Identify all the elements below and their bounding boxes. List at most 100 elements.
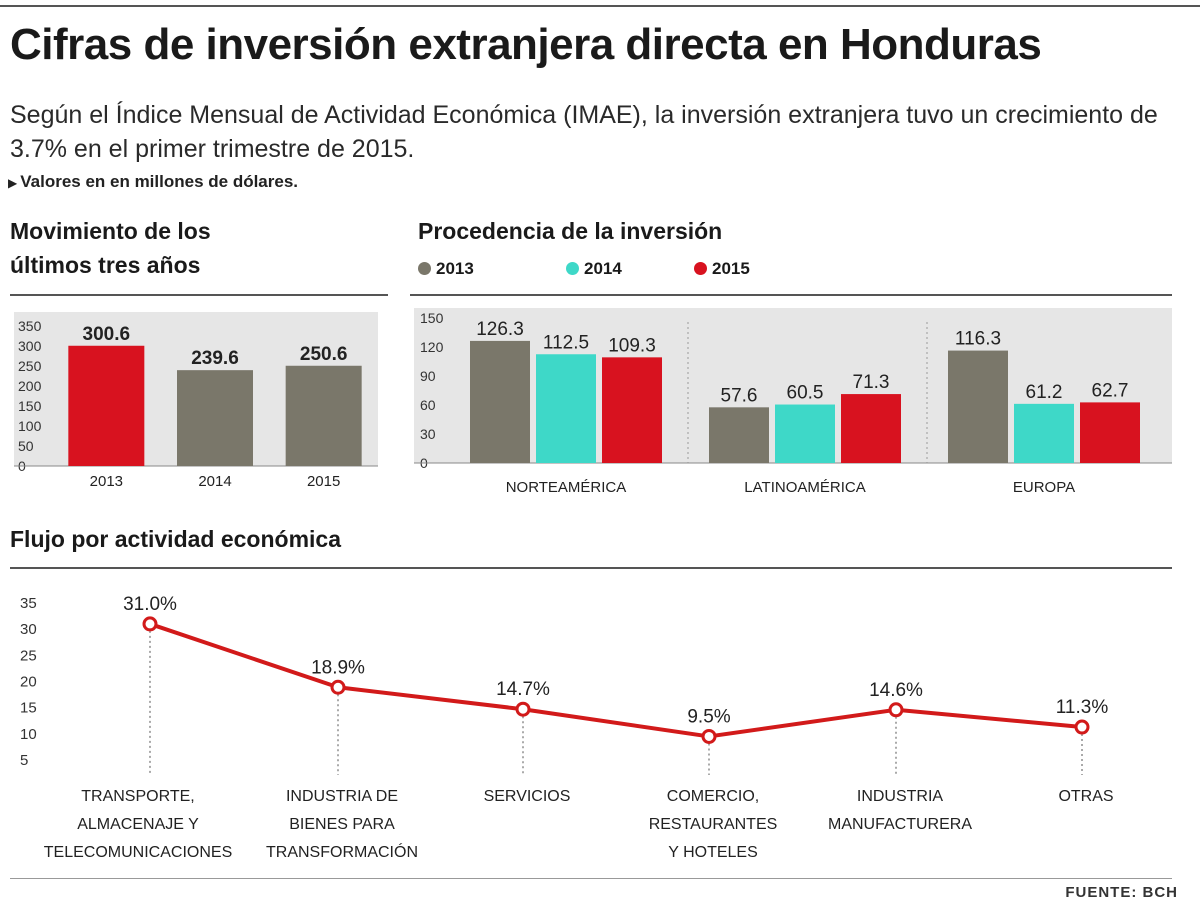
x-category-label: SERVICIOS xyxy=(484,788,571,805)
data-point xyxy=(888,702,904,718)
procedencia-rule xyxy=(410,294,1172,296)
data-label: 126.3 xyxy=(476,319,524,340)
y-tick-label: 350 xyxy=(18,318,42,334)
y-tick-label: 15 xyxy=(20,700,37,717)
bar-2013 xyxy=(709,407,769,463)
bar-2014 xyxy=(536,354,596,463)
bar-2015 xyxy=(602,357,662,463)
data-label: 11.3% xyxy=(1056,697,1109,718)
x-category-label: INDUSTRIA DE xyxy=(286,788,398,805)
y-tick-label: 150 xyxy=(420,310,444,326)
legend-dot-2014 xyxy=(566,262,579,275)
bar-2015 xyxy=(841,394,901,463)
legend-item-2014: 2014 xyxy=(566,259,622,279)
y-tick-label: 25 xyxy=(20,647,37,664)
data-label: 71.3 xyxy=(853,372,890,393)
y-tick-label: 150 xyxy=(18,398,42,414)
flujo-rule xyxy=(10,567,1172,569)
x-category-label: LATINOAMÉRICA xyxy=(744,479,865,496)
source-credit: FUENTE: BCH xyxy=(1065,884,1178,901)
x-category-label: INDUSTRIA xyxy=(857,788,944,805)
bar-2014 xyxy=(775,404,835,463)
data-label: 239.6 xyxy=(191,348,239,369)
x-category-label: TRANSPORTE, xyxy=(81,788,195,805)
x-category-label: NORTEAMÉRICA xyxy=(506,479,627,496)
data-label: 14.6% xyxy=(869,680,923,701)
units-note: ▶ Valores en en millones de dólares. xyxy=(8,172,298,192)
data-label: 109.3 xyxy=(608,335,656,356)
data-label: 60.5 xyxy=(787,383,824,404)
movimiento-title: Movimiento de los últimos tres años xyxy=(10,218,211,278)
x-category-label: Y HOTELES xyxy=(668,844,758,861)
data-label: 250.6 xyxy=(300,344,348,365)
bottom-rule xyxy=(10,878,1172,879)
x-category-label: OTRAS xyxy=(1058,788,1113,805)
data-label: 61.2 xyxy=(1026,382,1063,403)
x-tick-label: 2013 xyxy=(90,473,123,490)
legend-dot-2015 xyxy=(694,262,707,275)
bar-2014 xyxy=(1014,403,1074,463)
bar-2013 xyxy=(470,340,530,463)
x-category-label: RESTAURANTES xyxy=(649,816,778,833)
x-tick-label: 2015 xyxy=(307,473,340,490)
data-label: 31.0% xyxy=(123,594,177,615)
legend-label-2013: 2013 xyxy=(436,259,474,278)
x-category-label: TRANSFORMACIÓN xyxy=(266,842,418,861)
flujo-chart: 5 10 15 20 25 30 35 31.0% TRANSPORTE, ALMACENAJE … xyxy=(20,594,1114,861)
bar-2013 xyxy=(948,350,1008,463)
y-tick-label: 20 xyxy=(20,674,37,691)
y-tick-label: 35 xyxy=(20,595,37,612)
y-tick-label: 30 xyxy=(420,426,436,442)
bar-2015 xyxy=(1080,402,1140,463)
bar-2013 xyxy=(68,345,145,466)
x-category-label: MANUFACTURERA xyxy=(828,816,972,833)
x-category-label: BIENES PARA xyxy=(289,816,395,833)
y-tick-label: 200 xyxy=(18,378,42,394)
x-category-label: COMERCIO, xyxy=(667,788,759,805)
data-label: 300.6 xyxy=(83,324,131,345)
x-category-label: EUROPA xyxy=(1013,479,1075,496)
data-point xyxy=(142,616,158,632)
x-tick-label: 2014 xyxy=(198,473,231,490)
page-title: Cifras de inversión extranjera directa e… xyxy=(10,20,1042,69)
x-category-label: ALMACENAJE Y xyxy=(77,816,199,833)
legend-item-2013: 2013 xyxy=(418,259,474,279)
bar-2014 xyxy=(177,370,253,466)
y-tick-label: 300 xyxy=(18,338,42,354)
bar-2015 xyxy=(285,365,362,466)
units-note-text: Valores en en millones de dólares. xyxy=(20,172,299,191)
data-label: 9.5% xyxy=(687,706,730,727)
y-tick-label: 250 xyxy=(18,358,42,374)
legend-dot-2013 xyxy=(418,262,431,275)
flujo-title: Flujo por actividad económica xyxy=(10,526,342,552)
legend-label-2014: 2014 xyxy=(584,259,622,278)
data-point xyxy=(1074,719,1090,735)
y-tick-label: 100 xyxy=(18,418,42,434)
y-tick-label: 5 xyxy=(20,752,28,769)
series-line xyxy=(149,622,1083,739)
x-category-label: TELECOMUNICACIONES xyxy=(44,844,232,861)
y-tick-label: 50 xyxy=(18,438,34,454)
data-point xyxy=(330,679,346,695)
y-tick-label: 30 xyxy=(20,621,37,638)
legend-label-2015: 2015 xyxy=(712,259,750,278)
subtitle: Según el Índice Mensual de Actividad Eco… xyxy=(10,101,1158,163)
procedencia-title: Procedencia de la inversión xyxy=(418,218,723,244)
y-tick-label: 90 xyxy=(420,368,436,384)
data-label: 116.3 xyxy=(955,329,1001,350)
data-point xyxy=(515,701,531,717)
y-tick-label: 10 xyxy=(20,726,37,743)
play-arrow-icon: ▶ xyxy=(8,176,18,190)
top-rule xyxy=(0,5,1200,7)
data-label: 14.7% xyxy=(496,679,550,700)
legend-item-2015: 2015 xyxy=(694,259,750,279)
y-tick-label: 120 xyxy=(420,339,444,355)
data-label: 57.6 xyxy=(721,385,758,406)
y-tick-label: 60 xyxy=(420,397,436,413)
data-label: 112.5 xyxy=(543,332,589,353)
data-label: 62.7 xyxy=(1092,380,1129,401)
movimiento-rule xyxy=(10,294,388,296)
data-point xyxy=(701,728,717,744)
